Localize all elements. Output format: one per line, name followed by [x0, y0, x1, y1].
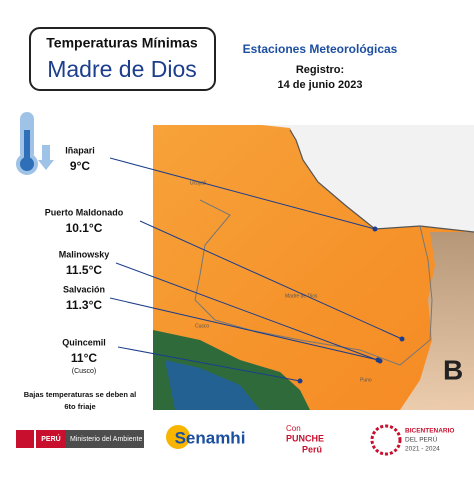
country-label: BO	[443, 354, 474, 385]
station-temp: 11.5°C	[66, 263, 102, 277]
leader-line	[109, 297, 379, 361]
station-name: Salvación	[63, 284, 105, 294]
andes-cold	[165, 360, 260, 410]
leader-line	[117, 346, 301, 382]
leader-line	[109, 157, 376, 230]
station-temp: 10.1°C	[66, 221, 103, 235]
title-box	[29, 27, 216, 91]
bolivia-area	[400, 232, 474, 410]
logo-senamhi: Senamhi	[166, 425, 245, 449]
logo-bicentenario: BICENTENARIO DEL PERÚ 2021 - 2024	[370, 424, 454, 456]
station-point	[399, 336, 405, 342]
station-point	[375, 357, 381, 363]
station-point	[297, 378, 303, 384]
logo-text: Perú	[302, 444, 322, 454]
logo-text: Senamhi	[175, 428, 246, 447]
footnote: Bajas temperaturas se deben al	[24, 390, 137, 399]
footnote: 6to friaje	[64, 402, 95, 411]
station-point	[372, 226, 378, 232]
map-label: Puno	[360, 377, 372, 383]
station-note: (Cusco)	[72, 368, 97, 375]
title: Temperaturas Mínimas	[46, 35, 198, 51]
logo-text: 2021 - 2024	[405, 446, 440, 453]
map-label: Cusco	[195, 323, 209, 329]
map: Ucayali Madre de Dios Cusco Puno BO	[153, 125, 474, 410]
logo-text: PUNCHE	[286, 433, 324, 443]
region-title: Madre de Dios	[47, 56, 197, 82]
station-temp: 11°C	[71, 351, 97, 365]
logo-text: Ministerio del Ambiente	[70, 436, 142, 443]
logo-text: BICENTENARIO	[405, 428, 454, 435]
stations: Iñapari 9°C Puerto Maldonado 10.1°C Malinows…	[45, 145, 405, 384]
station-name: Quincemil	[62, 337, 106, 347]
map-label: Madre de Dios	[285, 293, 318, 299]
station-name: Malinowsky	[59, 249, 110, 259]
station-name: Puerto Maldonado	[45, 207, 124, 217]
logo-text: Con	[286, 424, 301, 433]
leader-line	[139, 220, 403, 340]
border	[289, 129, 474, 233]
record-label: Registro:	[296, 64, 344, 76]
logo-text: DEL PERÚ	[405, 435, 438, 444]
station-name: Iñapari	[65, 145, 95, 155]
station-temp: 9°C	[70, 159, 90, 173]
thermometer-icon	[16, 112, 54, 175]
logo-minam: PERÚ Ministerio del Ambiente	[16, 430, 144, 448]
map-label: Ucayali	[190, 180, 206, 186]
date: 14 de junio 2023	[278, 79, 363, 91]
brazil-area	[262, 125, 474, 232]
logo-text: PERÚ	[41, 434, 60, 443]
leader-line	[115, 262, 381, 362]
station-temp: 11.3°C	[66, 298, 102, 312]
logo-punche: Con PUNCHE Perú	[286, 424, 324, 454]
subtitle: Estaciones Meteorológicas	[243, 42, 398, 56]
